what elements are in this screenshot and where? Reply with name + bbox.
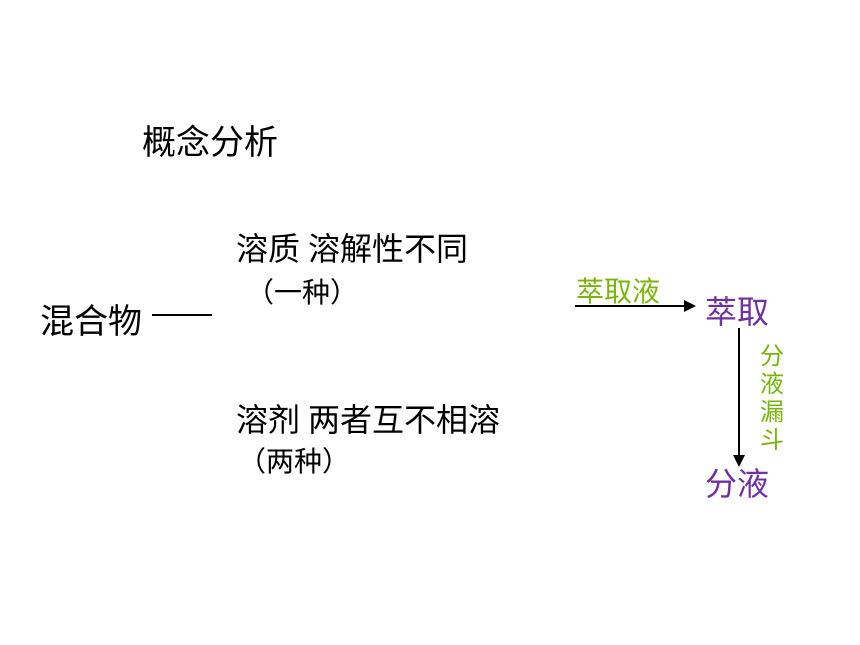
solvent-sub-node: （两种） [238, 440, 350, 480]
extract-node: 萃取 [705, 287, 769, 333]
solvent-text: 溶剂 两者互不相溶 [236, 402, 500, 438]
arrow-to-extract-line [575, 305, 684, 307]
solvent-sub-text: （两种） [238, 447, 350, 478]
funnel-label: 分液漏斗 [760, 343, 784, 455]
root-connector-line [152, 314, 212, 316]
solvent-node: 溶剂 两者互不相溶 [236, 395, 500, 441]
funnel-char: 液 [760, 371, 784, 399]
separate-node: 分液 [705, 459, 769, 505]
funnel-char: 漏 [760, 399, 784, 427]
vertical-arrow-line [738, 328, 740, 455]
diagram-stage: 概念分析 混合物 溶质 溶解性不同 （一种） 溶剂 两者互不相溶 （两种） 萃取… [0, 0, 860, 645]
funnel-char: 分 [760, 343, 784, 371]
extract-liquid-text: 萃取液 [576, 277, 660, 308]
funnel-char: 斗 [760, 427, 784, 455]
separate-text: 分液 [705, 466, 769, 502]
title-text: 概念分析 [142, 125, 278, 162]
extract-text: 萃取 [705, 294, 769, 330]
title: 概念分析 [142, 115, 278, 164]
arrow-to-extract-head [684, 300, 696, 312]
extract-liquid-label: 萃取液 [576, 270, 660, 310]
solute-sub-node: （一种） [246, 271, 358, 311]
root-node: 混合物 [40, 294, 142, 343]
solute-node: 溶质 溶解性不同 [236, 224, 468, 270]
root-text: 混合物 [40, 304, 142, 341]
solute-text: 溶质 溶解性不同 [236, 231, 468, 267]
solute-sub-text: （一种） [246, 278, 358, 309]
